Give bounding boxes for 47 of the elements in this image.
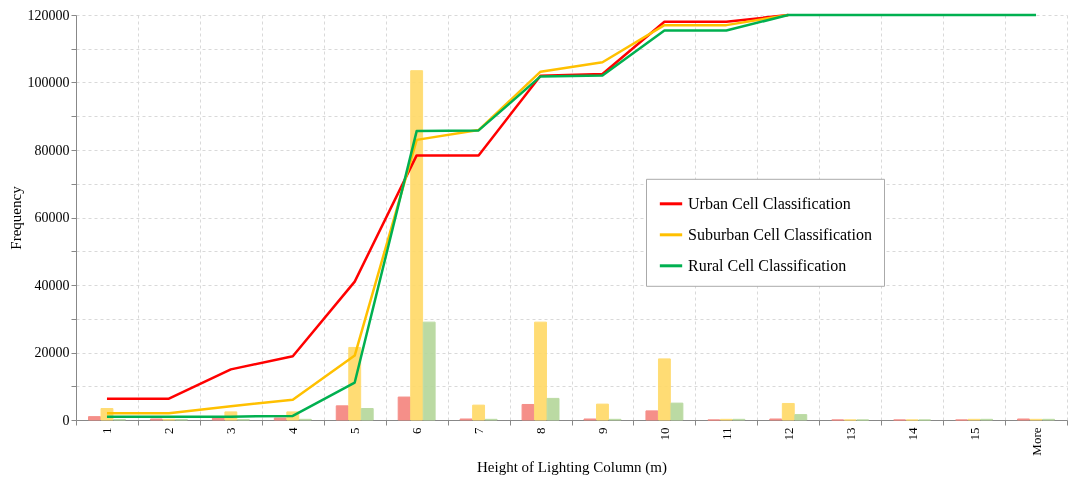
bar [645, 410, 659, 421]
y-tick-label: 20000 [34, 345, 70, 360]
x-tick-label: 14 [904, 427, 920, 441]
x-tick-label: 13 [842, 427, 858, 441]
bar [397, 396, 411, 421]
x-tick-label: 4 [285, 427, 301, 434]
bar [335, 405, 349, 421]
y-tick-label: 120000 [27, 7, 70, 23]
legend-label: Urban Cell Classification [688, 194, 851, 212]
x-axis-title: Height of Lighting Column (m) [477, 458, 667, 476]
x-tick-label: More [1028, 427, 1044, 456]
legend-label: Suburban Cell Classification [688, 225, 872, 243]
bar [472, 404, 486, 421]
y-tick-label: 0 [62, 412, 70, 428]
bar [781, 402, 795, 421]
x-tick-label: 1 [99, 427, 115, 434]
bar [657, 358, 671, 421]
bar [521, 403, 535, 421]
x-tick-label: 10 [656, 427, 672, 441]
x-tick-label: 6 [409, 427, 425, 434]
bar [422, 321, 436, 421]
bar [794, 414, 808, 421]
legend-label: Rural Cell Classification [688, 256, 847, 274]
y-tick-label: 80000 [34, 142, 70, 158]
x-tick-label: 12 [780, 427, 796, 441]
x-tick-label: 15 [966, 427, 982, 441]
bar [211, 417, 225, 421]
bar [273, 417, 287, 421]
x-tick-label: 2 [161, 427, 177, 434]
x-tick-label: 3 [223, 427, 239, 434]
bar [88, 416, 101, 421]
bar [546, 397, 560, 421]
line-series [105, 13, 1038, 418]
bar [360, 408, 374, 421]
x-tick-label: 11 [718, 427, 734, 441]
y-tick-label: 60000 [34, 210, 70, 225]
x-tick-label: 8 [533, 427, 549, 434]
bar [534, 321, 547, 421]
y-axis-title: Frequency [7, 185, 24, 250]
bar [410, 70, 424, 421]
y-tick-label: 100000 [27, 75, 70, 90]
x-tick-label: 9 [594, 427, 610, 434]
bar [596, 403, 609, 421]
x-tick-label: 7 [471, 427, 487, 434]
x-tick-label: 5 [347, 427, 363, 434]
bar [670, 402, 684, 421]
y-tick-label: 40000 [34, 277, 70, 293]
